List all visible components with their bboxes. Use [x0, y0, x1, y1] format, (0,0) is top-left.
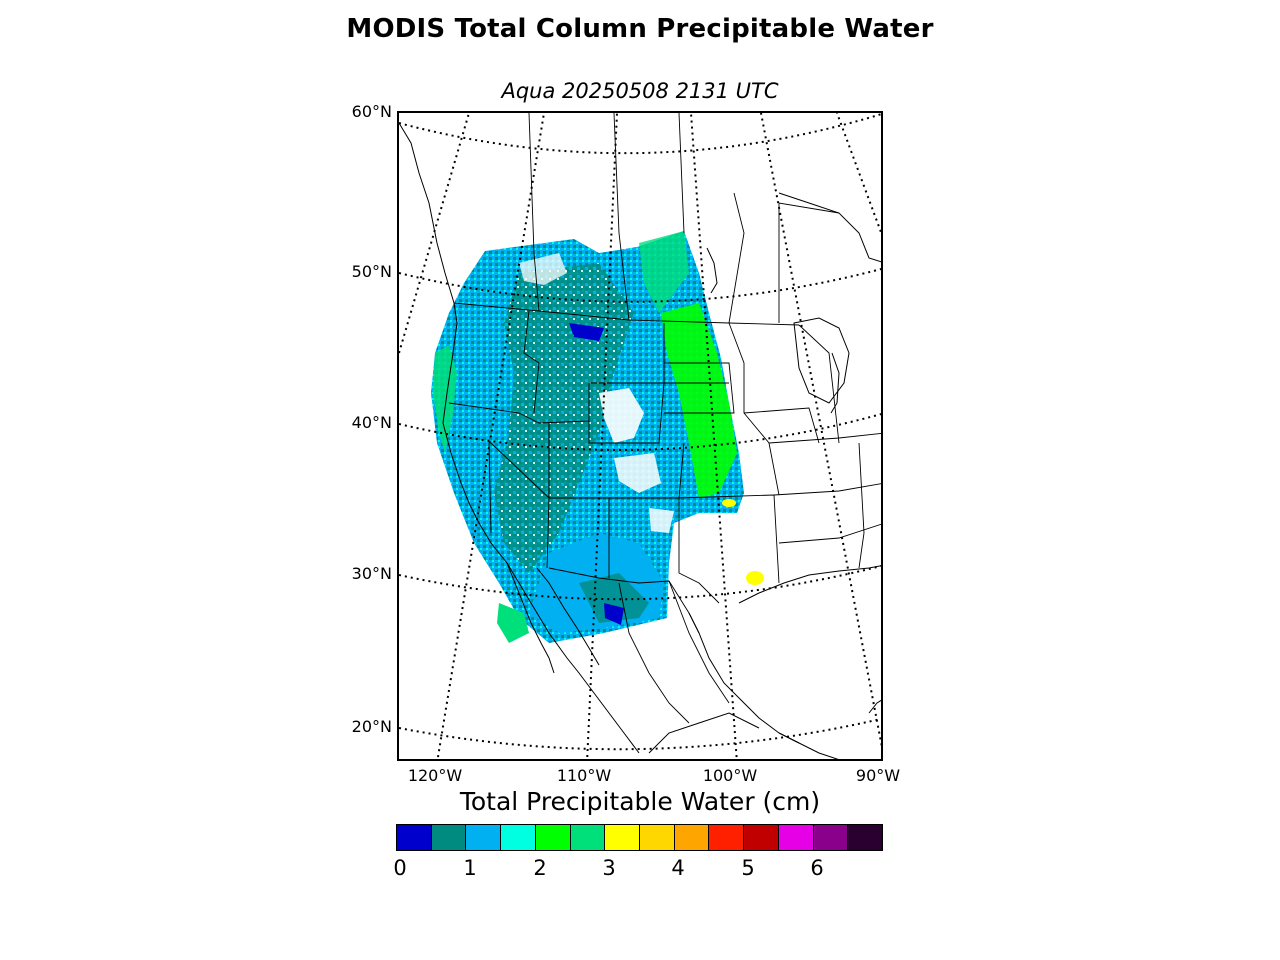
figure-subtitle: Aqua 20250508 2131 UTC [501, 79, 779, 103]
colorbar-swatch [431, 825, 467, 850]
lat-label-40n: 40°N [351, 413, 392, 432]
state-line [528, 113, 540, 312]
colorbar-swatch [605, 825, 641, 850]
caribbean-coast [868, 699, 881, 714]
pw-swath-dark-south [579, 573, 649, 623]
colorbar [396, 824, 883, 851]
state-line [613, 113, 630, 321]
map-canvas [399, 113, 881, 759]
pw-cloud-gap [519, 253, 567, 285]
state-line [768, 432, 881, 444]
state-line [678, 113, 685, 234]
lat-label-60n: 60°N [351, 102, 392, 121]
pw-cloud-gap [599, 388, 644, 443]
us-mexico-border [548, 567, 700, 634]
state-line [778, 523, 881, 544]
state-line [798, 324, 840, 444]
colorbar-tick: 2 [533, 856, 547, 880]
lon-label-100w: 100°W [702, 766, 758, 785]
parallel-20n [399, 717, 881, 751]
colorbar-tick: 4 [671, 856, 685, 880]
colorbar-swatch [397, 825, 432, 850]
colorbar-swatch [674, 825, 710, 850]
colorbar-swatch [535, 825, 571, 850]
colorbar-tick: 3 [602, 856, 616, 880]
state-line [664, 362, 735, 414]
pw-cloud-gap [614, 453, 661, 493]
colorbar-swatch [466, 825, 502, 850]
map-panel [397, 111, 883, 761]
state-line [488, 442, 492, 534]
hudson-bay-coast [778, 192, 881, 263]
mexico-state-line [618, 582, 690, 724]
meridian-120w [436, 113, 545, 759]
colorbar-swatch [501, 825, 536, 850]
state-line [858, 442, 865, 569]
lon-label-90w: 90°W [855, 766, 901, 785]
pw-cloud-gap [649, 508, 674, 533]
meridian-110w [586, 113, 618, 759]
state-line [778, 202, 840, 323]
political-boundaries [448, 113, 881, 724]
meridian-80w [836, 113, 881, 236]
lon-label-120w: 120°W [407, 766, 463, 785]
state-line [663, 323, 729, 384]
state-line [773, 483, 881, 496]
colorbar-swatch [848, 825, 883, 850]
colorbar-swatch [709, 825, 745, 850]
pw-swath-green-north [639, 231, 689, 313]
lake-winnipeg [706, 247, 718, 294]
pw-low-patch [604, 603, 624, 625]
great-lakes [793, 317, 850, 404]
meridian-90w [760, 113, 881, 748]
colorbar-swatch [744, 825, 779, 850]
gulf-of-california [536, 567, 600, 666]
baja-peninsula [506, 562, 555, 674]
pw-swath-green-east [661, 303, 737, 498]
texas-coast [738, 565, 881, 604]
state-line [743, 407, 820, 444]
pw-yellow-spot [746, 571, 764, 585]
pacific-coastline [399, 122, 640, 754]
state-line [678, 498, 720, 604]
pw-swath-green-baja [497, 603, 529, 643]
colorbar-label: Total Precipitable Water (cm) [459, 787, 821, 816]
mexico-gulf-coast [688, 612, 800, 744]
lon-label-110w: 110°W [556, 766, 612, 785]
state-line [523, 310, 540, 414]
pw-data-swath [431, 231, 764, 643]
lat-label-20n: 20°N [351, 717, 392, 736]
colorbar-tick: 5 [741, 856, 755, 880]
colorbar-swatch [640, 825, 675, 850]
parallel-60n [399, 113, 881, 155]
central-america [778, 732, 839, 759]
colorbar-tick: 0 [393, 856, 407, 880]
graticule [399, 113, 881, 759]
lake-michigan [830, 352, 840, 414]
colorbar-tick: 6 [810, 856, 824, 880]
pw-yellow-spot-small [722, 499, 736, 507]
pw-low-patch [569, 323, 604, 341]
state-line [728, 192, 745, 324]
lat-label-30n: 30°N [351, 564, 392, 583]
colorbar-swatch [570, 825, 606, 850]
colorbar-tick: 1 [463, 856, 477, 880]
state-line [448, 402, 590, 424]
meridian-100w [690, 113, 738, 759]
mexico-state-line [668, 580, 730, 704]
pw-swath-green-coast [433, 345, 457, 453]
state-line [588, 382, 665, 444]
lat-label-50n: 50°N [351, 262, 392, 281]
colorbar-swatch [778, 825, 814, 850]
figure-title: MODIS Total Column Precipitable Water [346, 14, 934, 44]
southern-mexico [648, 712, 760, 754]
colorbar-swatch [813, 825, 849, 850]
